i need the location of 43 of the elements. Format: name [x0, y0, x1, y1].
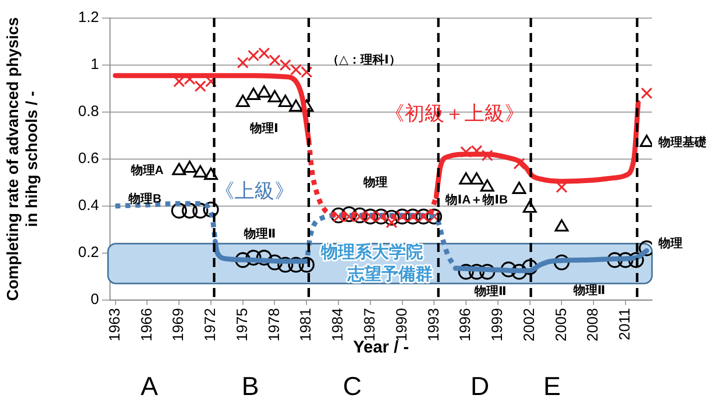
text: B: [242, 371, 259, 402]
x-tick-label: 2005: [552, 308, 570, 342]
annotation: 《上級》: [214, 180, 295, 202]
text: 物理: [658, 236, 683, 250]
y-tick-label: 0: [90, 291, 99, 308]
annotation: 物理: [362, 174, 388, 189]
y-tick-label: 1.2: [78, 9, 99, 26]
annotation: 物理Ⅱ: [572, 282, 606, 297]
x-tick-label: 2011: [616, 308, 634, 340]
annotation: 物理Ⅱ: [242, 226, 276, 241]
text: 物理基礎: [658, 134, 707, 149]
x-tick-label: 1969: [170, 308, 188, 342]
x-tick-label: 1984: [330, 308, 347, 342]
x-tick-label: 1972: [202, 308, 220, 342]
x-tick-label: 1993: [425, 308, 442, 342]
annotation: 物理A: [130, 163, 164, 178]
y-axis-title: Completing rate of advanced physics in hihg schools / -: [5, 17, 42, 301]
band-label: 物理系大学院志望予備群: [320, 242, 432, 284]
x-tick-label: 1978: [266, 308, 283, 342]
annotation: 《初級＋上級》: [384, 102, 524, 125]
x-tick-label: 1963: [106, 308, 124, 342]
x-tick-label: 1996: [457, 308, 474, 342]
x-tick-label: 1966: [138, 308, 156, 342]
text: D: [470, 371, 490, 402]
annotation: （△：理科Ⅰ）: [327, 52, 401, 67]
annotation: 物理B: [128, 191, 162, 206]
y-tick-label: 0.2: [78, 244, 99, 262]
x-tick-label: 1999: [489, 308, 506, 342]
text: E: [543, 371, 561, 402]
annotation: 物理Ⅱ: [474, 284, 506, 298]
y-tick-label: 0.6: [78, 150, 99, 168]
x-tick-label: 1981: [298, 308, 315, 342]
y-tick-label: 0.8: [78, 103, 99, 120]
y-tick-label: 1: [90, 56, 99, 74]
annotation: 物ⅠA＋物ⅠB: [444, 192, 508, 206]
x-tick-label: 1975: [234, 308, 251, 342]
y-tick-label: 0.4: [78, 197, 99, 214]
x-tick-label: 2008: [584, 308, 602, 342]
x-tick-label: 2002: [520, 308, 538, 342]
text: C: [342, 371, 362, 402]
annotation: 物理Ⅰ: [248, 120, 278, 135]
x-tick-label: 1990: [393, 308, 410, 342]
text: A: [140, 371, 159, 402]
